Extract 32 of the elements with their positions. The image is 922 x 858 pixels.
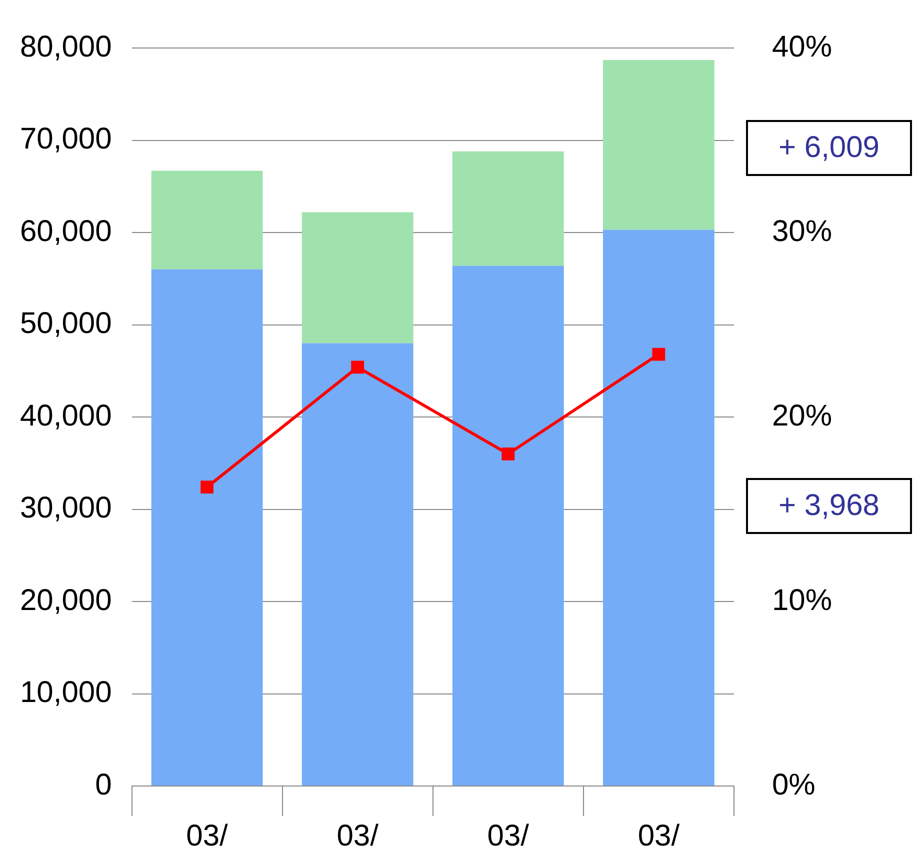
point bbox=[502, 447, 515, 460]
point bbox=[200, 480, 214, 494]
x-tick-label: 03/ bbox=[487, 819, 530, 852]
y-tick-label: 70,000 bbox=[20, 122, 112, 156]
x-tick-label: 03/ bbox=[336, 819, 380, 852]
bar bbox=[452, 151, 564, 266]
y-tick-label: 30,000 bbox=[20, 492, 112, 525]
bar bbox=[302, 343, 414, 786]
bar bbox=[151, 269, 263, 786]
bar bbox=[302, 212, 414, 344]
text: + 6,009 bbox=[746, 120, 912, 176]
y-tick-label: 60,000 bbox=[20, 214, 112, 248]
point bbox=[351, 360, 364, 374]
y2-tick-label: 20% bbox=[772, 399, 832, 432]
y-tick-label: 40,000 bbox=[20, 399, 112, 432]
bar bbox=[602, 230, 714, 786]
text: + 3,968 bbox=[746, 478, 912, 534]
y2-tick-label: 30% bbox=[772, 214, 832, 248]
y2-tick-label: 10% bbox=[772, 584, 832, 617]
x-tick-label: 03/ bbox=[638, 819, 680, 852]
y-tick-label: 10,000 bbox=[20, 676, 112, 710]
y2-tick-label: 0% bbox=[772, 768, 816, 802]
x-tick-label: 03/ bbox=[186, 819, 229, 852]
y-tick-label: 20,000 bbox=[20, 584, 112, 617]
y-tick-label: 50,000 bbox=[20, 307, 112, 340]
y2-tick-label: 40% bbox=[772, 30, 832, 64]
y-tick-label: 80,000 bbox=[20, 30, 112, 64]
bar bbox=[151, 170, 263, 270]
point bbox=[652, 348, 666, 361]
y-tick-label: 0 bbox=[95, 768, 112, 802]
bar bbox=[602, 60, 714, 230]
bar bbox=[452, 266, 564, 786]
